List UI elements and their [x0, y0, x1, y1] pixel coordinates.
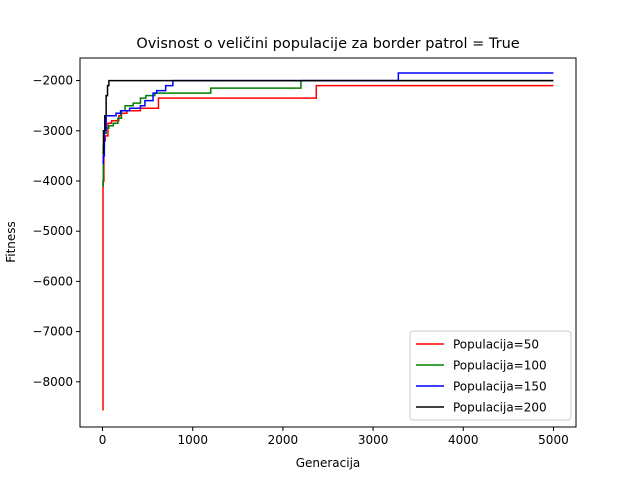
legend-label-4: Populacija=200 — [453, 401, 547, 415]
legend: Populacija=50 Populacija=100 Populacija=15… — [409, 330, 572, 421]
x-tick-label: 2000 — [268, 433, 299, 447]
y-tick-label: −2000 — [32, 74, 73, 88]
y-axis-title: Fitness — [4, 221, 18, 263]
x-tick-label: 0 — [99, 433, 107, 447]
legend-label-3: Populacija=150 — [453, 380, 547, 394]
y-tick-label: −8000 — [32, 375, 73, 389]
x-tick-label: 1000 — [177, 433, 208, 447]
legend-label-1: Populacija=50 — [453, 338, 539, 352]
y-tick-label: −5000 — [32, 224, 73, 238]
x-tick-label: 4000 — [448, 433, 479, 447]
y-tick-label: −6000 — [32, 274, 73, 288]
y-tick-label: −4000 — [32, 174, 73, 188]
y-tick-label: −3000 — [32, 124, 73, 138]
legend-frame — [409, 330, 572, 421]
legend-label-2: Populacija=100 — [453, 359, 547, 373]
x-axis-title: Generacija — [296, 456, 361, 470]
chart-title: Ovisnost o veličini populacije za border… — [136, 36, 519, 52]
series-line-4 — [102, 79, 554, 155]
x-tick-label: 3000 — [358, 433, 389, 447]
y-tick-label: −7000 — [32, 325, 73, 339]
plot-area-frame — [79, 57, 577, 428]
x-tick-label: 5000 — [538, 433, 569, 447]
axes-layer: 0 1000 2000 3000 4000 5000 −8000 −7000 −6000 −500… — [32, 74, 568, 447]
series-layer — [102, 72, 554, 411]
